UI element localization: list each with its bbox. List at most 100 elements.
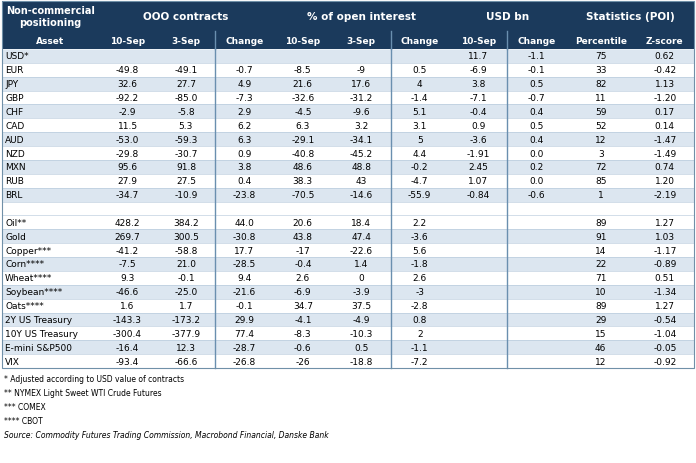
Text: -41.2: -41.2 <box>116 246 139 255</box>
Text: -0.89: -0.89 <box>653 260 677 269</box>
Text: 38.3: 38.3 <box>293 177 313 186</box>
Text: -1.47: -1.47 <box>653 135 677 144</box>
Text: 1.6: 1.6 <box>120 301 135 310</box>
Text: Gold: Gold <box>5 232 26 241</box>
Text: 6.3: 6.3 <box>296 121 310 131</box>
Text: 0.5: 0.5 <box>530 80 544 89</box>
Text: -0.4: -0.4 <box>294 260 312 269</box>
Text: E-mini S&P500: E-mini S&P500 <box>5 343 72 352</box>
Text: 33: 33 <box>595 66 606 75</box>
Text: 6.3: 6.3 <box>237 135 251 144</box>
Text: 1.27: 1.27 <box>655 219 675 227</box>
Text: -4.5: -4.5 <box>294 108 312 117</box>
Text: 5.6: 5.6 <box>413 246 427 255</box>
Text: -8.3: -8.3 <box>294 329 312 338</box>
Text: -30.7: -30.7 <box>174 149 198 158</box>
Text: Statistics (POI): Statistics (POI) <box>585 12 674 22</box>
Text: 21.6: 21.6 <box>293 80 313 89</box>
Text: -0.54: -0.54 <box>653 315 677 324</box>
Text: NZD: NZD <box>5 149 25 158</box>
Text: -46.6: -46.6 <box>116 288 139 297</box>
Text: 46: 46 <box>595 343 606 352</box>
Text: Asset: Asset <box>36 37 64 45</box>
Text: 20.6: 20.6 <box>293 219 313 227</box>
Text: 21.0: 21.0 <box>176 260 196 269</box>
Text: 77.4: 77.4 <box>235 329 255 338</box>
Text: Copper***: Copper*** <box>5 246 51 255</box>
Text: 2.6: 2.6 <box>413 274 427 283</box>
Text: 71: 71 <box>595 274 606 283</box>
Text: Non-commercial
positioning: Non-commercial positioning <box>6 6 95 28</box>
Text: 1: 1 <box>598 191 603 200</box>
Text: Source: Commodity Futures Trading Commission, Macrobond Financial, Danske Bank: Source: Commodity Futures Trading Commis… <box>4 430 329 439</box>
Text: 0.0: 0.0 <box>530 177 544 186</box>
Text: -45.2: -45.2 <box>349 149 373 158</box>
Text: 75: 75 <box>595 52 606 61</box>
Text: MXN: MXN <box>5 163 26 172</box>
Text: -143.3: -143.3 <box>113 315 142 324</box>
Text: -1.91: -1.91 <box>466 149 490 158</box>
Bar <box>2 2 694 368</box>
Text: -58.8: -58.8 <box>174 246 198 255</box>
Text: -1.34: -1.34 <box>653 288 677 297</box>
Bar <box>2 230 694 244</box>
Text: -29.8: -29.8 <box>116 149 139 158</box>
Bar <box>2 50 694 64</box>
Text: -0.42: -0.42 <box>654 66 677 75</box>
Bar <box>2 257 694 271</box>
Text: 3.8: 3.8 <box>471 80 485 89</box>
Text: -10.3: -10.3 <box>349 329 373 338</box>
Text: -7.3: -7.3 <box>235 94 253 103</box>
Text: -173.2: -173.2 <box>171 315 200 324</box>
Text: 5.3: 5.3 <box>179 121 193 131</box>
Text: 3-Sep: 3-Sep <box>171 37 200 45</box>
Text: RUB: RUB <box>5 177 24 186</box>
Bar <box>2 105 694 119</box>
Text: 29: 29 <box>595 315 606 324</box>
Text: **** CBOT: **** CBOT <box>4 416 42 425</box>
Text: 428.2: 428.2 <box>115 219 141 227</box>
Text: 2.45: 2.45 <box>468 163 488 172</box>
Text: -2.19: -2.19 <box>653 191 677 200</box>
Text: 14: 14 <box>595 246 606 255</box>
Text: 0.5: 0.5 <box>413 66 427 75</box>
Text: 5.1: 5.1 <box>413 108 427 117</box>
Text: 1.07: 1.07 <box>468 177 488 186</box>
Text: -300.4: -300.4 <box>113 329 142 338</box>
Bar <box>2 202 694 216</box>
Text: 29.9: 29.9 <box>235 315 255 324</box>
Text: -2.8: -2.8 <box>411 301 429 310</box>
Text: 2.2: 2.2 <box>413 219 427 227</box>
Text: 91.8: 91.8 <box>176 163 196 172</box>
Text: 2.6: 2.6 <box>296 274 310 283</box>
Text: 0: 0 <box>358 274 364 283</box>
Text: USD*: USD* <box>5 52 29 61</box>
Text: 1.13: 1.13 <box>655 80 675 89</box>
Text: -8.5: -8.5 <box>294 66 312 75</box>
Text: 95.6: 95.6 <box>118 163 138 172</box>
Text: 89: 89 <box>595 219 606 227</box>
Text: -22.6: -22.6 <box>349 246 373 255</box>
Text: 89: 89 <box>595 301 606 310</box>
Text: -2.9: -2.9 <box>119 108 136 117</box>
Text: 3: 3 <box>598 149 603 158</box>
Text: 0.2: 0.2 <box>530 163 544 172</box>
Text: -28.5: -28.5 <box>232 260 256 269</box>
Text: -10.9: -10.9 <box>174 191 198 200</box>
Text: 44.0: 44.0 <box>235 219 254 227</box>
Text: 27.5: 27.5 <box>176 177 196 186</box>
Bar <box>2 188 694 202</box>
Text: -7.1: -7.1 <box>469 94 487 103</box>
Text: -92.2: -92.2 <box>116 94 139 103</box>
Text: -3: -3 <box>416 288 425 297</box>
Text: Change: Change <box>401 37 439 45</box>
Text: -4.9: -4.9 <box>353 315 370 324</box>
Text: 0.74: 0.74 <box>655 163 675 172</box>
Text: 12.3: 12.3 <box>176 343 196 352</box>
Text: 4: 4 <box>417 80 422 89</box>
Text: 1.20: 1.20 <box>655 177 675 186</box>
Text: -59.3: -59.3 <box>174 135 198 144</box>
Text: -1.1: -1.1 <box>411 343 429 352</box>
Text: 27.9: 27.9 <box>118 177 138 186</box>
Text: 0.5: 0.5 <box>530 121 544 131</box>
